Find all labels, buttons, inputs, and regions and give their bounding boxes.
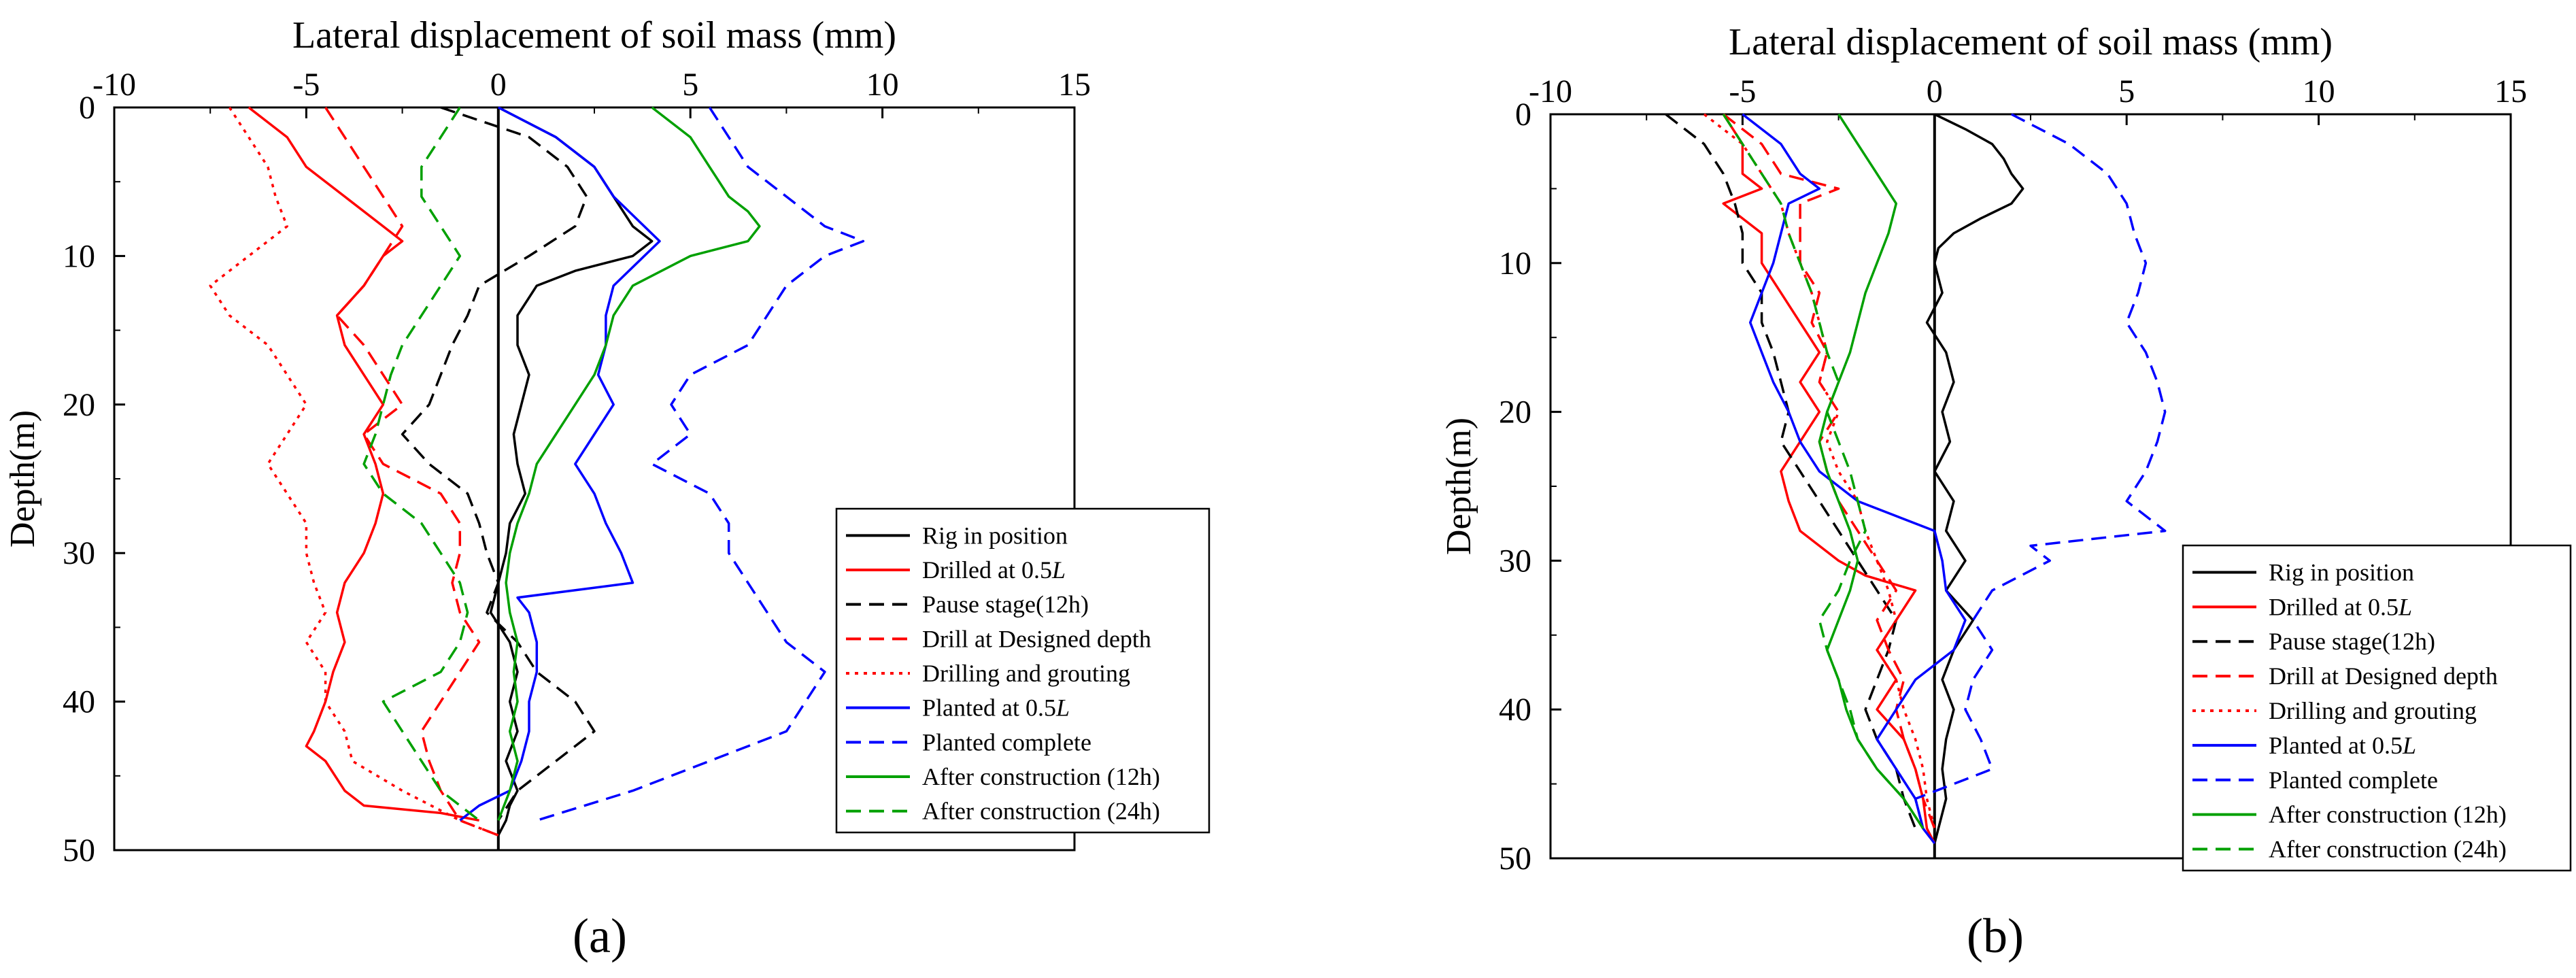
series-line-pause-stage-12h bbox=[1665, 113, 1917, 829]
y-tick-label: 0 bbox=[79, 90, 95, 126]
y-tick-label: 10 bbox=[63, 238, 95, 274]
x-tick-label: 10 bbox=[866, 67, 899, 103]
legend-label: Drilled at 0.5L bbox=[922, 556, 1066, 584]
series-line-planted-at-0-5l bbox=[459, 106, 661, 822]
series-line-planted-complete bbox=[1914, 113, 2167, 829]
legend-label: Pause stage(12h) bbox=[2269, 628, 2435, 655]
y-tick-label: 40 bbox=[1499, 692, 1531, 728]
legend-label: Drilled at 0.5L bbox=[2269, 593, 2412, 620]
panel-label-a: (a) bbox=[573, 909, 627, 963]
x-tick-label: -5 bbox=[292, 67, 320, 103]
panel-b-chart: -10 -5 0 5 10 15 0 10 20 30 40 50 Lateral displaceme… bbox=[1440, 21, 2572, 877]
legend-label: After construction (12h) bbox=[2269, 801, 2507, 828]
legend-label: Planted at 0.5L bbox=[922, 694, 1070, 722]
legend-label: Drill at Designed depth bbox=[2269, 662, 2498, 690]
legend-label: Drill at Designed depth bbox=[922, 625, 1151, 652]
y-tick-label: 40 bbox=[63, 684, 95, 720]
x-tick-label: 5 bbox=[2118, 73, 2135, 109]
legend-label: Planted complete bbox=[2269, 766, 2438, 794]
legend-label: Planted at 0.5L bbox=[2269, 732, 2416, 759]
series-line-drilled-at-0-5l bbox=[1722, 114, 1936, 844]
legend-label: Rig in position bbox=[922, 522, 1068, 549]
series-line-pause-stage-12h bbox=[401, 106, 596, 822]
y-axis-title: Depth(m) bbox=[3, 410, 42, 547]
legend-label: Drilling and grouting bbox=[922, 660, 1130, 687]
x-tick-label: -5 bbox=[1729, 73, 1756, 109]
x-tick-label: -10 bbox=[1529, 73, 1572, 109]
y-tick-label: 20 bbox=[63, 387, 95, 423]
y-tick-label: 50 bbox=[63, 832, 95, 869]
legend-label: Drilling and grouting bbox=[2269, 697, 2477, 724]
y-axis-title: Depth(m) bbox=[1440, 418, 1478, 555]
series-line-after-construction-24h bbox=[362, 107, 480, 822]
y-tick-label: 20 bbox=[1499, 394, 1531, 431]
series-line-rig-in-position bbox=[489, 106, 654, 837]
legend-box bbox=[2182, 544, 2572, 872]
series-line-drill-at-designed-depth bbox=[324, 107, 499, 837]
x-axis-title: Lateral displacement of soil mass (mm) bbox=[1729, 21, 2333, 63]
legend-box bbox=[835, 507, 1210, 834]
x-tick-label: 15 bbox=[2494, 73, 2527, 109]
x-tick-label: 0 bbox=[490, 67, 507, 103]
series-line-after-construction-12h bbox=[497, 106, 761, 821]
x-tick-label: 15 bbox=[1058, 67, 1091, 103]
series-line-rig-in-position bbox=[1925, 113, 2024, 844]
y-tick-label: 10 bbox=[1499, 246, 1531, 282]
y-tick-label: 30 bbox=[1499, 543, 1531, 579]
series-line-drill-at-designed-depth bbox=[1723, 113, 1936, 829]
legend-label: Pause stage(12h) bbox=[922, 591, 1089, 618]
x-axis-title: Lateral displacement of soil mass (mm) bbox=[292, 14, 896, 56]
series-line-after-construction-12h bbox=[1818, 114, 1925, 830]
x-tick-label: 0 bbox=[1927, 73, 1943, 109]
legend-label: After construction (24h) bbox=[2269, 836, 2507, 863]
x-tick-label: 10 bbox=[2303, 73, 2335, 109]
y-tick-label: 0 bbox=[1515, 97, 1531, 133]
x-tick-label: -10 bbox=[92, 67, 136, 103]
legend-label: Planted complete bbox=[922, 728, 1091, 756]
panel-a-chart: -10 -5 0 5 10 15 0 10 20 30 40 50 Lateral displaceme… bbox=[3, 14, 1210, 869]
legend-label: Rig in position bbox=[2269, 558, 2414, 586]
legend-label: After construction (24h) bbox=[922, 798, 1160, 825]
y-tick-label: 50 bbox=[1499, 841, 1531, 877]
panel-label-b: (b) bbox=[1967, 909, 2024, 963]
series-line-planted-complete bbox=[536, 107, 865, 822]
legend-label: After construction (12h) bbox=[922, 763, 1160, 790]
y-tick-label: 30 bbox=[63, 535, 95, 571]
x-tick-label: 5 bbox=[682, 67, 698, 103]
